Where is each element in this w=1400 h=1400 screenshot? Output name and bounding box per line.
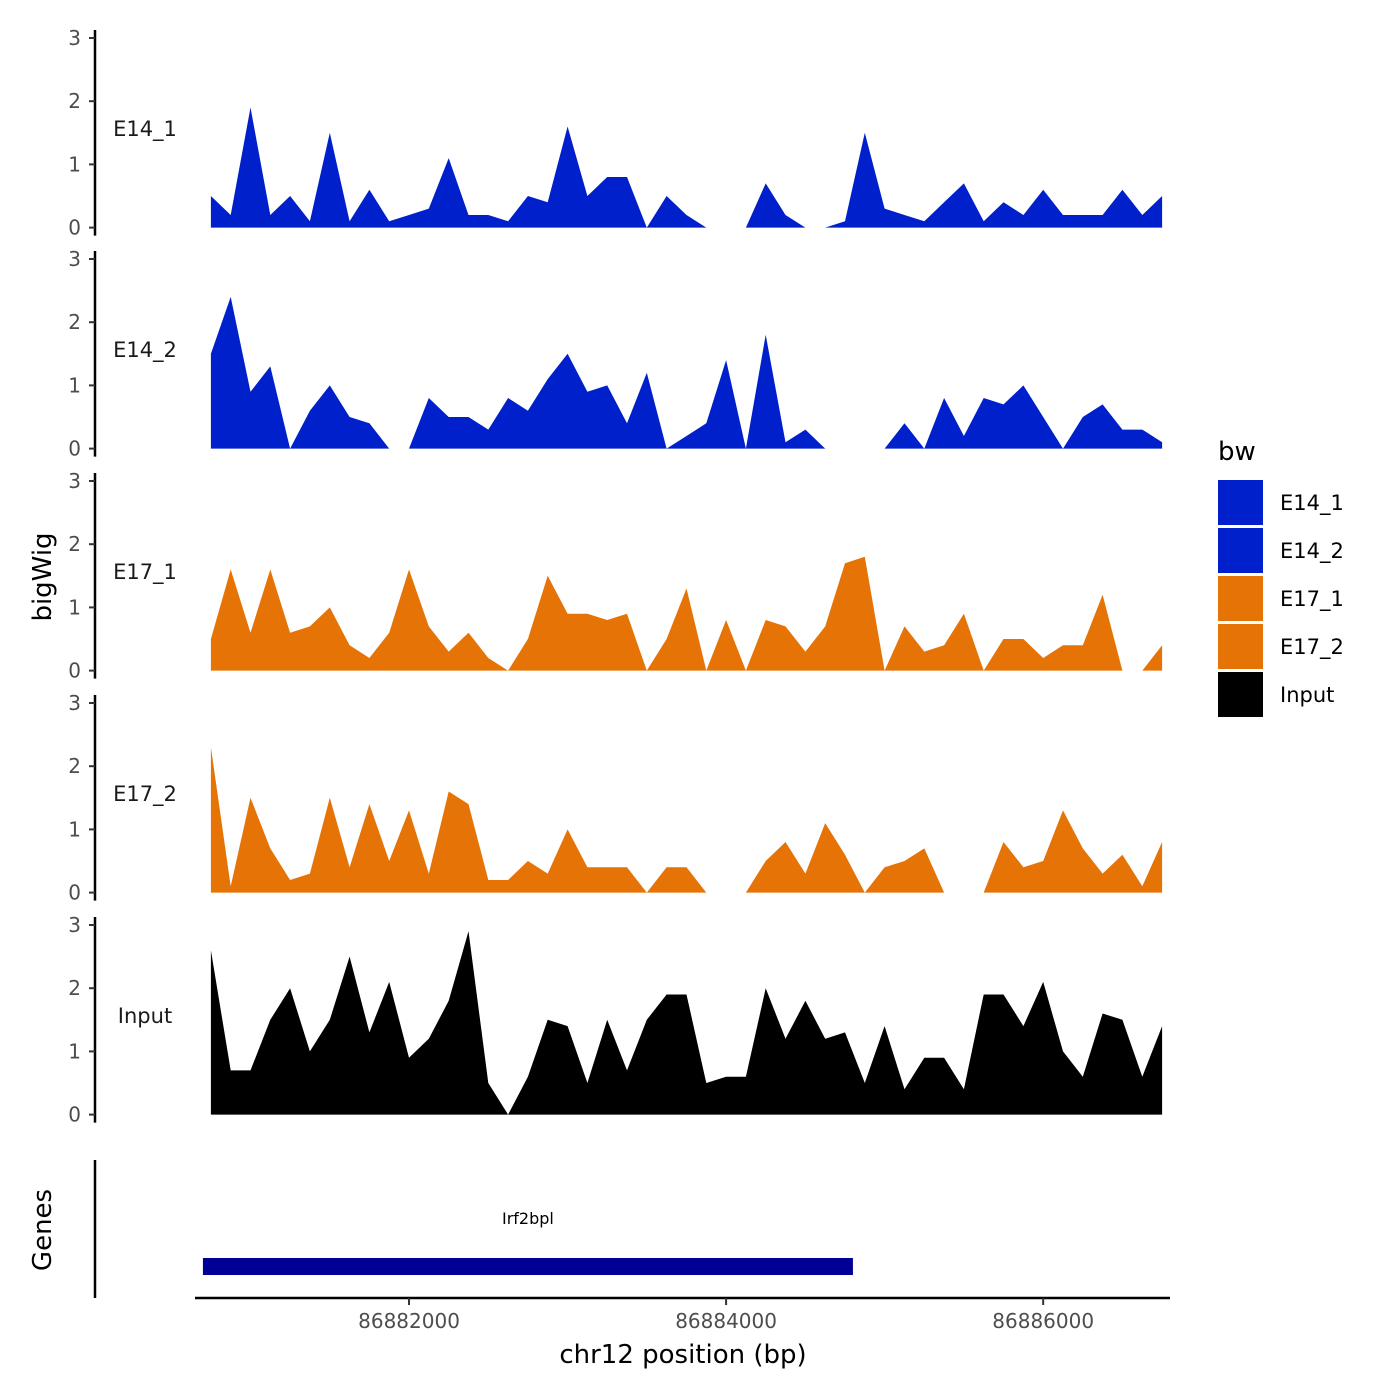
coverage-area-Input	[210, 931, 1163, 1115]
track-label-E14_2: E14_2	[113, 338, 177, 363]
legend-swatch-E17_2	[1218, 624, 1263, 669]
y-tick-label: 3	[68, 913, 81, 937]
legend-label-E17_1: E17_1	[1280, 587, 1344, 612]
track-Input: 0 1 2 3 Input	[68, 913, 1163, 1127]
legend-label-E14_2: E14_2	[1280, 539, 1344, 564]
coverage-area-E17_1	[210, 556, 1163, 671]
legend-label-Input: Input	[1280, 683, 1334, 707]
y-tick-label: 3	[68, 691, 81, 715]
y-tick-label: 0	[68, 881, 81, 905]
x-tick-label: 86884000	[675, 1309, 777, 1333]
x-axis: 86882000 86884000 86886000	[195, 1296, 1170, 1333]
gene-body	[202, 1258, 853, 1275]
y-tick-label: 2	[68, 310, 81, 334]
track-label-E17_2: E17_2	[113, 782, 177, 807]
y-tick-label: 0	[68, 437, 81, 461]
y-tick-label: 1	[68, 595, 81, 619]
legend-swatch-E17_1	[1218, 576, 1263, 621]
x-tick-label: 86882000	[358, 1309, 460, 1333]
y-tick-label: 0	[68, 659, 81, 683]
track-label-E14_1: E14_1	[113, 117, 177, 142]
track-E14_1: 0 1 2 3 E14_1	[68, 26, 1163, 240]
gene-track: Genes Irf2bpl	[28, 1160, 853, 1298]
y-tick-label: 0	[68, 216, 81, 240]
y-tick-label: 1	[68, 817, 81, 841]
y-tick-label: 1	[68, 1039, 81, 1063]
coverage-area-E17_2	[210, 747, 1163, 893]
track-E17_1: 0 1 2 3 E17_1	[68, 469, 1163, 683]
y-axis-title: bigWig	[28, 532, 58, 621]
legend-swatch-Input	[1218, 672, 1263, 717]
track-label-E17_1: E17_1	[113, 560, 177, 585]
x-tick-label: 86886000	[992, 1309, 1094, 1333]
coverage-area-E14_1	[210, 107, 1163, 228]
legend-title: bw	[1218, 437, 1256, 467]
track-label-Input: Input	[118, 1004, 172, 1028]
legend-swatch-E14_1	[1218, 480, 1263, 525]
y-tick-label: 3	[68, 469, 81, 493]
track-E14_2: 0 1 2 3 E14_2	[68, 247, 1163, 461]
bigwig-tracks: 0 1 2 3 E14_1 0 1 2 3 E14_2 0 1 2 3 E17_1 0 1 2 3 E17_2 0 1 2 3…	[68, 26, 1163, 1127]
y-tick-label: 2	[68, 976, 81, 1000]
y-tick-label: 0	[68, 1103, 81, 1127]
legend-swatch-E14_2	[1218, 528, 1263, 573]
coverage-area-E14_2	[210, 296, 1163, 449]
y-tick-label: 3	[68, 247, 81, 271]
y-tick-label: 1	[68, 152, 81, 176]
legend-label-E17_2: E17_2	[1280, 635, 1344, 660]
legend: bw E14_1 E14_2 E17_1 E17_2 Input	[1218, 437, 1344, 717]
track-E17_2: 0 1 2 3 E17_2	[68, 691, 1163, 905]
y-tick-label: 3	[68, 26, 81, 50]
y-tick-label: 1	[68, 373, 81, 397]
x-axis-title: chr12 position (bp)	[559, 1340, 806, 1370]
legend-label-E14_1: E14_1	[1280, 491, 1344, 516]
gene-track-title: Genes	[28, 1189, 58, 1271]
y-tick-label: 2	[68, 754, 81, 778]
y-tick-label: 2	[68, 532, 81, 556]
gene-name-label: Irf2bpl	[502, 1209, 554, 1228]
y-tick-label: 2	[68, 89, 81, 113]
